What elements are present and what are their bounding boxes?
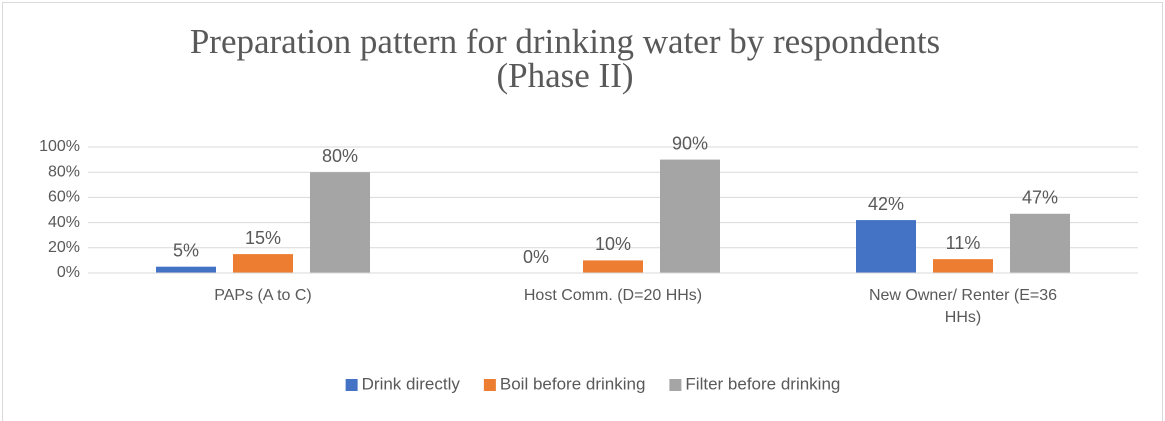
value-label: 5%	[173, 240, 199, 260]
legend-swatch	[483, 379, 496, 391]
x-tick-label: Host Comm. (D=20 HHs)	[523, 287, 703, 304]
bar	[933, 259, 993, 273]
value-label: 42%	[868, 194, 904, 214]
value-label: 80%	[322, 146, 358, 166]
chart-subtitle: (Phase II)	[496, 56, 633, 95]
bar	[233, 254, 293, 273]
legend-label: Boil before drinking	[500, 374, 646, 393]
y-tick-label: 0%	[57, 264, 80, 281]
legend: Drink directly Boil before drinking Filter…	[345, 374, 840, 393]
value-label: 11%	[946, 233, 981, 253]
legend-swatch	[345, 379, 358, 391]
y-tick-label: 60%	[48, 189, 80, 206]
bar	[583, 260, 643, 273]
bar	[310, 172, 370, 273]
value-label: 0%	[523, 247, 549, 267]
value-label: 10%	[595, 234, 631, 254]
y-tick-label: 80%	[48, 163, 80, 180]
legend-label: Filter before drinking	[685, 374, 840, 393]
bar	[856, 220, 916, 273]
bar	[1010, 213, 1070, 273]
x-tick-label-box: New Owner/ Renter (E=36 HHs)	[868, 287, 1058, 326]
x-tick-label-box: Host Comm. (D=20 HHs)	[523, 287, 703, 304]
value-label: 90%	[672, 133, 708, 153]
x-tick-label: PAPs (A to C)	[214, 287, 312, 304]
x-tick-label: New Owner/ Renter (E=36 HHs)	[868, 287, 1058, 326]
bar	[660, 159, 720, 273]
value-label: 47%	[1022, 188, 1058, 208]
value-label: 15%	[245, 228, 281, 248]
x-tick-label-box: PAPs (A to C)	[214, 287, 312, 304]
y-tick-label: 40%	[48, 214, 80, 231]
y-tick-label: 100%	[39, 138, 80, 155]
y-tick-label: 20%	[48, 239, 80, 256]
bar	[156, 266, 216, 273]
legend-label: Drink directly	[362, 374, 461, 393]
legend-swatch	[669, 379, 682, 391]
chart-title: Preparation pattern for drinking water b…	[190, 22, 940, 61]
